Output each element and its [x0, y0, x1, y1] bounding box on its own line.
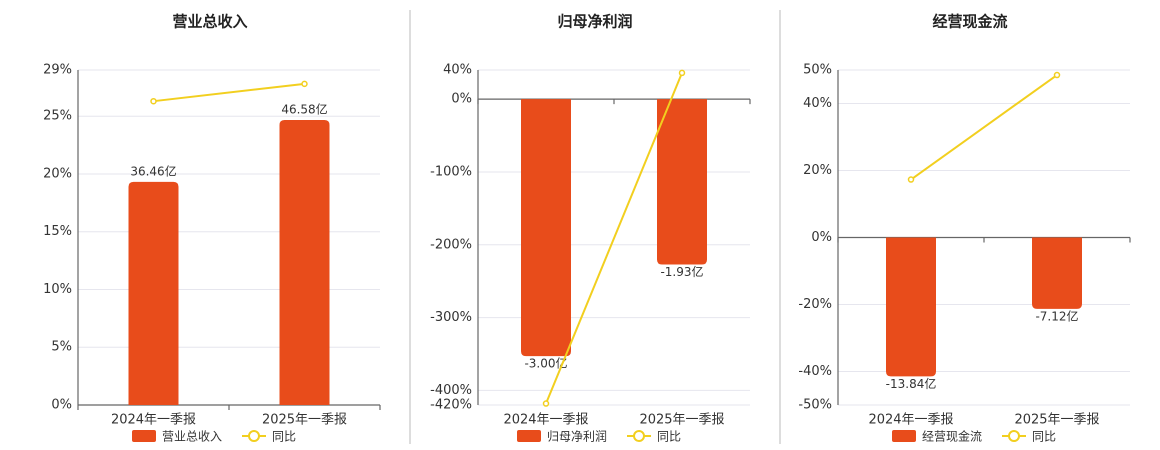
y-tick-label: -300%	[430, 310, 472, 325]
legend-swatch	[132, 430, 156, 442]
x-tick-label: 2025年一季报	[262, 413, 347, 428]
legend-label: 同比	[657, 430, 681, 444]
point	[907, 176, 915, 183]
bar	[1032, 237, 1082, 309]
y-tick-label: -200%	[430, 237, 472, 252]
y-tick-label: -50%	[798, 398, 832, 413]
x-tick-label: 2025年一季报	[1014, 413, 1099, 428]
chart-title: 经营现金流	[932, 13, 1007, 31]
y-tick-label: 10%	[43, 282, 72, 297]
bar	[657, 99, 707, 265]
x-tick-label: 2024年一季报	[868, 413, 953, 428]
line	[153, 82, 305, 103]
y-tick-label: 50%	[803, 63, 832, 78]
legend-marker	[633, 430, 645, 442]
data-label: -1.93亿	[660, 264, 703, 279]
y-tick-label: 0%	[51, 398, 72, 413]
data-label: -13.84亿	[886, 376, 937, 391]
y-tick-label: 29%	[43, 63, 72, 78]
legend-marker	[248, 430, 260, 442]
chart-title: 归母净利润	[557, 13, 632, 31]
legend-label: 营业总收入	[162, 430, 222, 444]
point	[542, 400, 550, 407]
y-tick-label: 40%	[803, 96, 832, 111]
y-tick-label: 25%	[43, 109, 72, 124]
legend-label: 同比	[272, 430, 296, 444]
x-tick-label: 2025年一季报	[639, 413, 724, 428]
chart-title: 营业总收入	[172, 13, 247, 31]
y-tick-label: 0%	[451, 92, 472, 107]
y-tick-label: 40%	[443, 63, 472, 78]
legend-label: 归母净利润	[547, 430, 607, 444]
legend-label: 经营现金流	[922, 429, 982, 444]
legend-swatch	[517, 430, 541, 442]
y-tick-label: -100%	[430, 164, 472, 179]
y-tick-label: 20%	[43, 166, 72, 181]
point	[1053, 71, 1061, 79]
x-tick-label: 2024年一季报	[503, 413, 588, 428]
y-tick-label: 15%	[43, 224, 72, 239]
y-tick-label: 0%	[811, 230, 832, 245]
data-label: 46.58亿	[281, 101, 327, 116]
data-label: 36.46亿	[130, 163, 176, 178]
bar	[521, 99, 571, 357]
y-tick-label: -420%	[430, 398, 472, 413]
line	[910, 74, 1058, 181]
legend-swatch	[892, 430, 916, 442]
line	[545, 72, 683, 404]
point	[301, 80, 308, 88]
bar	[886, 237, 936, 377]
point	[150, 97, 157, 105]
bar	[279, 119, 330, 405]
data-label: -7.12亿	[1035, 308, 1078, 323]
y-tick-label: 20%	[803, 163, 832, 178]
y-tick-label: 5%	[51, 340, 72, 355]
legend-label: 同比	[1032, 430, 1056, 444]
y-tick-label: -400%	[430, 383, 472, 398]
bar	[128, 181, 179, 405]
y-tick-label: -20%	[798, 297, 832, 312]
y-tick-label: -40%	[798, 364, 832, 379]
x-tick-label: 2024年一季报	[111, 413, 196, 428]
point	[678, 69, 686, 77]
data-label: -3.00亿	[524, 356, 567, 371]
legend-marker	[1008, 430, 1020, 442]
